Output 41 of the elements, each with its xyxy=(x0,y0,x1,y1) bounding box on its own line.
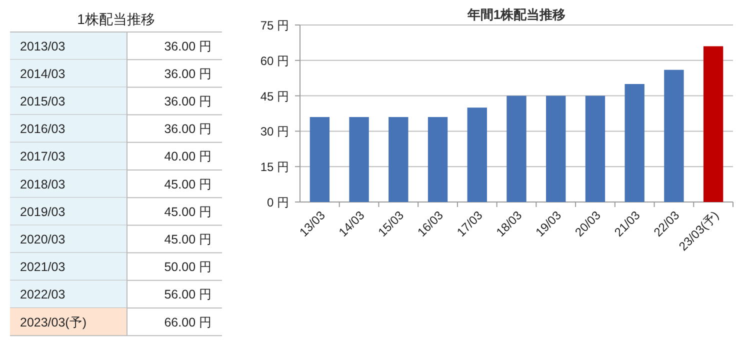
bar xyxy=(349,117,369,202)
bar xyxy=(585,96,606,202)
category-label: 2017/03 xyxy=(20,150,66,164)
y-tick-label: 0 円 xyxy=(266,196,289,210)
category-label: 2015/03 xyxy=(20,94,66,108)
bar xyxy=(546,96,566,202)
bar xyxy=(664,70,684,202)
data-label: 36.00 円 xyxy=(164,66,212,81)
category-label: 2020/03 xyxy=(20,232,66,246)
bar xyxy=(506,96,526,202)
category-label: 2018/03 xyxy=(20,177,66,192)
category-label: 2023/03(予) xyxy=(20,315,87,330)
text: 1株配当推移 xyxy=(77,11,155,27)
y-tick-label: 15 円 xyxy=(260,160,289,174)
data-label: 36.00 円 xyxy=(164,122,212,136)
data-label: 56.00 円 xyxy=(164,288,212,302)
bar xyxy=(428,117,448,202)
y-tick-label: 30 円 xyxy=(260,124,289,139)
data-label: 36.00 円 xyxy=(164,39,212,54)
y-tick-label: 60 円 xyxy=(260,54,289,68)
bar xyxy=(310,117,330,202)
y-tick-label: 45 円 xyxy=(260,89,289,104)
bar xyxy=(388,117,408,202)
data-label: 45.00 円 xyxy=(164,204,212,219)
category-label: 2019/03 xyxy=(20,204,66,219)
data-label: 45.00 円 xyxy=(164,177,212,192)
bar xyxy=(624,84,644,202)
y-tick-label: 75 円 xyxy=(260,18,289,32)
data-label: 45.00 円 xyxy=(164,232,212,246)
data-label: 36.00 円 xyxy=(164,94,212,108)
bar xyxy=(703,46,724,202)
category-label: 2013/03 xyxy=(20,39,66,54)
bar xyxy=(467,108,487,202)
data-label: 50.00 円 xyxy=(164,260,212,274)
category-label: 2016/03 xyxy=(20,122,66,136)
category-label: 2021/03 xyxy=(20,260,66,274)
category-label: 2022/03 xyxy=(20,288,66,302)
category-label: 2014/03 xyxy=(20,66,66,81)
data-label: 66.00 円 xyxy=(164,315,212,330)
chart-title: 年間1株配当推移 xyxy=(466,7,566,22)
data-label: 40.00 円 xyxy=(164,150,212,164)
